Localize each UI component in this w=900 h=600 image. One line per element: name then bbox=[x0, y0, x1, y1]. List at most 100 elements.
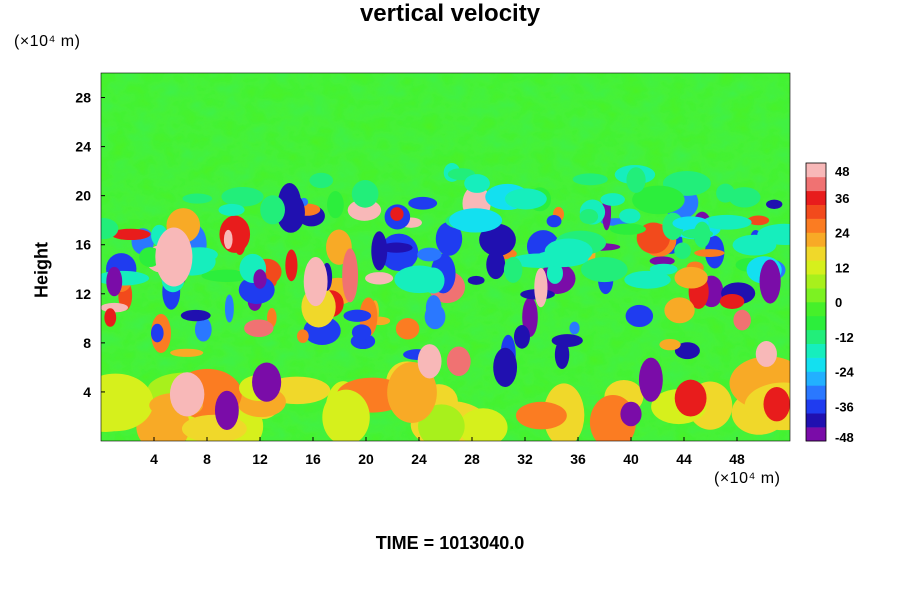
field-updraft-downdraft-blob bbox=[380, 242, 413, 253]
colorbar-swatch bbox=[806, 204, 826, 219]
field-updraft-downdraft-blob bbox=[170, 348, 204, 357]
x-tick-label: 32 bbox=[517, 451, 533, 467]
field-updraft-downdraft-blob bbox=[104, 308, 117, 327]
colorbar-swatch bbox=[806, 399, 826, 414]
heatmap-field bbox=[100, 72, 791, 442]
field-core-blob bbox=[763, 387, 790, 422]
field-updraft-downdraft-blob bbox=[435, 221, 463, 256]
colorbar-swatch bbox=[806, 315, 826, 331]
field-cool-blob bbox=[581, 257, 628, 283]
field-updraft-downdraft-blob bbox=[297, 329, 309, 343]
chart-title: vertical velocity bbox=[359, 0, 541, 27]
colorbar-swatch bbox=[806, 288, 826, 303]
field-cool-blob bbox=[681, 228, 714, 239]
colorbar-swatch bbox=[806, 413, 826, 428]
field-core-blob bbox=[214, 390, 239, 430]
field-updraft-downdraft-blob bbox=[674, 266, 708, 289]
field-core-blob bbox=[106, 266, 123, 297]
field-core-blob bbox=[371, 231, 388, 271]
y-tick-label: 20 bbox=[75, 188, 91, 204]
colorbar-swatch bbox=[806, 260, 826, 275]
x-tick-label: 4 bbox=[150, 451, 158, 467]
field-cool-blob bbox=[702, 214, 752, 230]
field-core-blob bbox=[493, 347, 518, 388]
field-updraft-downdraft-blob bbox=[224, 294, 234, 323]
colorbar-frame bbox=[805, 162, 827, 442]
field-core-blob bbox=[620, 401, 642, 427]
colorbar-tick-label: 24 bbox=[835, 226, 850, 241]
field-core-blob bbox=[534, 268, 548, 308]
field-updraft-downdraft-blob bbox=[649, 256, 675, 266]
field-updraft-downdraft-blob bbox=[150, 323, 164, 343]
colorbar-swatch bbox=[806, 246, 826, 261]
colorbar-tick-label: 12 bbox=[835, 260, 849, 275]
colorbar-swatch bbox=[806, 218, 826, 233]
y-tick-label: 24 bbox=[75, 139, 91, 155]
field-cool-blob bbox=[728, 187, 761, 208]
colorbar-swatch bbox=[806, 329, 826, 344]
field-updraft-downdraft-blob bbox=[569, 321, 580, 335]
field-warm-blob bbox=[387, 361, 437, 424]
field-core-blob bbox=[253, 269, 267, 289]
field-cool-blob bbox=[572, 173, 608, 186]
y-axis-ticks: 4 8 12 16 20 24 28 bbox=[75, 90, 105, 400]
colorbar-swatch bbox=[806, 302, 826, 317]
field-warm-blob bbox=[458, 408, 508, 441]
x-tick-label: 44 bbox=[676, 451, 692, 467]
colorbar-swatch bbox=[806, 371, 826, 386]
field-core-blob bbox=[638, 357, 663, 402]
field-core-blob bbox=[303, 257, 328, 307]
field-updraft-downdraft-blob bbox=[479, 223, 516, 256]
field-updraft-downdraft-blob bbox=[395, 317, 420, 340]
y-tick-label: 16 bbox=[75, 237, 91, 253]
field-cool-blob bbox=[579, 208, 599, 225]
field-core-blob bbox=[342, 248, 359, 303]
field-updraft-downdraft-blob bbox=[194, 317, 212, 342]
colorbar-swatch bbox=[806, 232, 826, 247]
field-updraft-downdraft-blob bbox=[111, 228, 151, 241]
y-tick-label: 8 bbox=[83, 335, 91, 351]
colorbar-tick-label: -48 bbox=[835, 430, 854, 445]
field-cool-blob bbox=[421, 267, 445, 294]
field-cool-blob bbox=[546, 262, 563, 284]
field-updraft-downdraft-blob bbox=[408, 196, 438, 210]
field-core-blob bbox=[674, 379, 707, 417]
field-updraft-downdraft-blob bbox=[343, 309, 372, 322]
field-updraft-downdraft-blob bbox=[365, 272, 394, 285]
field-updraft-downdraft-blob bbox=[180, 309, 211, 322]
field-updraft-downdraft-blob bbox=[390, 207, 404, 221]
field-cool-blob bbox=[609, 223, 647, 235]
field-updraft-downdraft-blob bbox=[766, 199, 783, 209]
plot-frame bbox=[100, 72, 791, 442]
colorbar-swatch bbox=[806, 163, 826, 178]
field-cool-blob bbox=[464, 174, 490, 193]
field-cool-blob bbox=[619, 208, 641, 224]
x-tick-label: 16 bbox=[305, 451, 321, 467]
field-cool-blob bbox=[449, 208, 503, 233]
field-cool-blob bbox=[626, 167, 646, 193]
field-cool-blob bbox=[182, 193, 213, 204]
colorbar: 48 36 24 12 0 -12 -24 -36 -48 bbox=[805, 162, 855, 445]
field-updraft-downdraft-blob bbox=[664, 297, 695, 324]
field-core-blob bbox=[252, 362, 282, 402]
field-updraft-downdraft-blob bbox=[546, 214, 562, 228]
field-cool-blob bbox=[260, 195, 285, 225]
field-core-blob bbox=[446, 346, 471, 376]
x-tick-label: 12 bbox=[252, 451, 268, 467]
field-updraft-downdraft-blob bbox=[625, 304, 654, 328]
field-updraft-downdraft-blob bbox=[554, 340, 570, 370]
field-cool-blob bbox=[503, 256, 523, 283]
field-updraft-downdraft-blob bbox=[733, 309, 751, 331]
field-updraft-downdraft-blob bbox=[219, 215, 251, 253]
field-cool-blob bbox=[218, 203, 245, 216]
field-updraft-downdraft-blob bbox=[659, 338, 681, 351]
field-updraft-downdraft-blob bbox=[513, 325, 530, 349]
field-updraft-downdraft-blob bbox=[351, 324, 372, 341]
field-cool-blob bbox=[624, 270, 671, 289]
field-cool-blob bbox=[101, 218, 119, 240]
y-tick-label: 28 bbox=[75, 90, 91, 106]
colorbar-tick-label: -24 bbox=[835, 365, 855, 380]
field-cool-blob bbox=[139, 247, 162, 267]
field-cool-blob bbox=[600, 193, 625, 206]
